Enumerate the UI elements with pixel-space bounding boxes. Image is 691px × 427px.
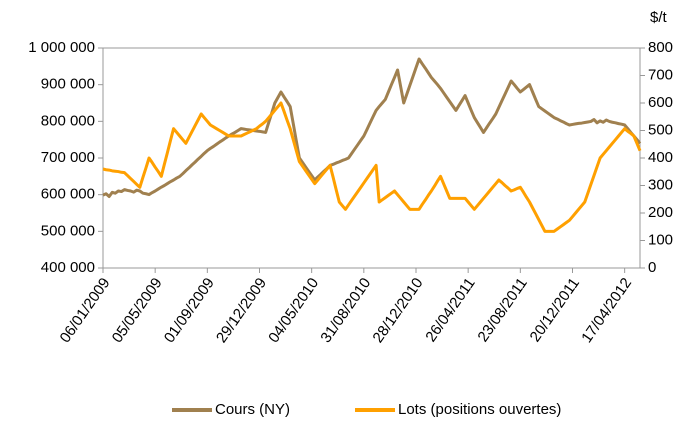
y-tick-label: 1 000 000 [28,39,95,56]
x-tick-label: 01/09/2009 [161,275,218,346]
x-tick-label: 26/04/2011 [422,275,478,345]
y-tick-label: 800 000 [41,112,95,129]
y-tick-label: 700 000 [41,149,95,166]
y-tick-label: 400 000 [41,259,95,276]
y2-tick-label: 300 [648,176,673,193]
y2-tick-label: 600 [648,94,673,111]
legend-label: Cours (NY) [215,401,290,418]
x-tick-label: 23/08/2011 [475,275,531,345]
legend-label: Lots (positions ouvertes) [398,401,561,418]
y2-tick-label: 0 [648,259,656,276]
y2-tick-label: 700 [648,66,673,83]
x-tick-label: 20/12/2011 [527,275,583,345]
series-line [102,57,642,198]
x-tick-label: 04/05/2010 [265,275,322,346]
plot-frame [102,47,641,269]
x-tick-label: 31/08/2010 [317,275,374,346]
x-tick-label: 29/12/2009 [213,275,270,346]
y2-tick-label: 400 [648,149,673,166]
y2-axis-title: $/t [650,9,668,26]
x-tick-label: 05/05/2009 [109,275,166,346]
y-tick-label: 600 000 [41,186,95,203]
x-tick-label: 06/01/2009 [57,275,114,346]
y2-tick-label: 100 [648,231,673,248]
y2-tick-label: 800 [648,39,673,56]
y-tick-label: 500 000 [41,222,95,239]
x-tick-label: 17/04/2012 [578,275,635,346]
y-tick-label: 900 000 [41,76,95,93]
series-line [102,101,642,233]
x-tick-label: 28/12/2010 [370,275,427,346]
y2-tick-label: 200 [648,204,673,221]
y2-tick-label: 500 [648,121,673,138]
